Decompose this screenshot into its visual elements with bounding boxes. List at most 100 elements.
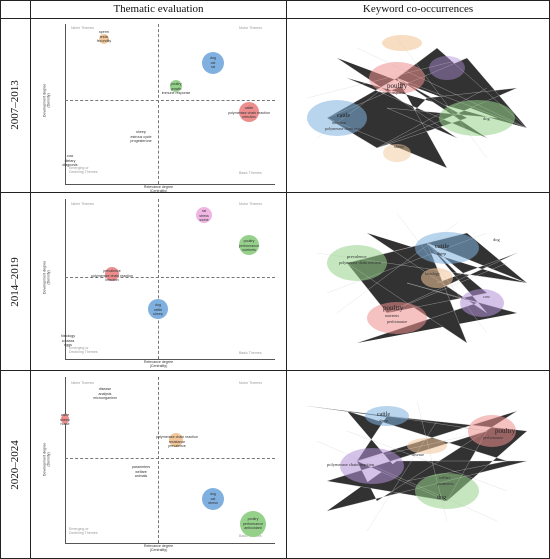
x-axis-line — [65, 359, 275, 360]
cluster-green — [415, 473, 479, 509]
network-node-label: cow — [483, 294, 490, 299]
cluster-purple — [460, 289, 504, 317]
cluster-purple — [340, 448, 404, 484]
cluster-blue — [307, 100, 367, 136]
x-axis-label: Relevance degree (Centrality) — [143, 185, 174, 194]
thematic-map-2020-2024: Niche Themes Motor Themes Basic Themes E… — [31, 371, 286, 558]
period-label: 2007–2013 — [9, 80, 21, 130]
y-axis-line — [65, 377, 66, 543]
theme-label: poultry performance nutrients — [238, 239, 260, 253]
period-label: 2014–2019 — [9, 256, 21, 307]
theme-bubble — [240, 511, 266, 537]
cluster-green — [327, 245, 387, 281]
theme-bubble — [202, 52, 224, 74]
table-col-divider — [286, 0, 287, 559]
cluster-red — [468, 415, 516, 447]
network-node-label: performance — [387, 319, 407, 324]
network-node-label: immune response — [379, 91, 405, 95]
x-axis-line — [65, 543, 275, 544]
thematic-map-2014-2019: Niche Themes Motor Themes Basic Themes E… — [31, 193, 286, 370]
quadrant-motor: Motor Themes — [239, 381, 263, 385]
network-node-label: sheep — [437, 251, 446, 256]
table-border-bottom — [0, 558, 550, 559]
theme-label: prevalence polymerase chain reaction infec… — [91, 269, 133, 283]
quadrant-emerging: Emerging or Declining Themes — [69, 527, 98, 536]
theme-bubble — [239, 102, 259, 122]
theme-bubble — [99, 34, 109, 44]
theme-label: parameters welfare animals — [131, 465, 151, 479]
network-node-label: prevalence — [347, 254, 367, 259]
x-axis-label: Relevance degree (Centrality) — [143, 544, 174, 553]
network-node-label: polymerase chain reaction — [327, 462, 375, 467]
network-node-label: disease — [412, 452, 424, 457]
network-node-label: dog — [483, 116, 491, 121]
network-edges — [306, 400, 528, 532]
table-border-right — [549, 0, 550, 559]
theme-bubble — [202, 488, 224, 510]
network-node-label: performance — [483, 435, 503, 440]
cluster-blue — [415, 232, 479, 264]
quadrant-basic: Basic Themes — [239, 171, 262, 175]
center-horizontal-line — [65, 458, 275, 459]
x-axis-label: Relevance degree (Centrality) — [143, 360, 174, 369]
theme-label: sperm testis fecundity — [96, 30, 112, 44]
network-node-label: poultry — [495, 427, 516, 435]
center-vertical-line — [158, 24, 159, 184]
quadrant-niche: Niche Themes — [71, 381, 95, 385]
cluster-green — [439, 100, 515, 136]
quadrant-basic: Basic Themes — [239, 351, 262, 355]
theme-bubble — [196, 207, 212, 223]
table-row-divider — [0, 370, 550, 371]
table-border-top — [0, 0, 550, 1]
table-row-divider — [0, 192, 550, 193]
table-border-left — [0, 0, 1, 559]
header-thematic-evaluation: Thematic evaluation — [113, 3, 204, 15]
quadrant-emerging: Emerging or Declining Themes — [69, 166, 98, 175]
y-axis-label: Development degree (Density) — [42, 260, 51, 295]
cluster-orange — [382, 35, 422, 51]
y-axis-label: Development degree (Density) — [42, 83, 51, 118]
network-node-label: poultry — [383, 304, 404, 312]
theme-label: poultry growth immune response — [161, 82, 191, 96]
cluster-red — [369, 62, 425, 94]
quadrant-motor: Motor Themes — [239, 26, 263, 30]
quadrant-niche: Niche Themes — [71, 26, 95, 30]
theme-bubble — [148, 299, 168, 319]
thematic-map-2007-2013: Niche Themes Motor Themes Basic Themes E… — [31, 18, 286, 194]
row-label: 2020–2024 — [0, 371, 30, 558]
theme-label: sheep estrous cycle progesterone — [130, 130, 152, 144]
center-vertical-line — [158, 199, 159, 359]
cluster-orange — [383, 144, 411, 162]
network-node-label: cattle — [377, 412, 390, 418]
network-node-label: histology — [425, 271, 440, 276]
theme-bubble — [170, 80, 182, 92]
network-node-label: parameters — [437, 482, 454, 486]
y-axis-line — [65, 24, 66, 184]
theme-label: poultry performance antioxidant — [242, 517, 264, 531]
network-node-label: nutrients — [385, 313, 399, 318]
theme-label: disease analysis microorganism — [93, 387, 117, 401]
network-node-label: cattle — [337, 113, 350, 119]
table-header-divider — [0, 17, 550, 19]
theme-bubble — [169, 433, 183, 447]
cluster-purple — [429, 56, 465, 80]
theme-label: cattle sheep horse — [60, 413, 70, 427]
table-col-divider — [30, 0, 31, 559]
theme-label: cow dietary diagnosis — [62, 154, 78, 168]
network-node-label: infection — [332, 120, 346, 125]
keyword-network-2007-2013: poultry immune response cattle infection… — [306, 35, 528, 169]
row-label: 2007–2013 — [0, 18, 30, 192]
theme-label: cattle polymerase chain reaction infection — [228, 106, 270, 120]
network-node-label: polymerase chain reaction — [339, 260, 381, 265]
cluster-orange — [407, 438, 447, 454]
network-node-label: polymerase chain reaction — [325, 126, 367, 131]
network-node-label: dog — [437, 495, 446, 501]
quadrant-motor: Motor Themes — [239, 202, 263, 206]
network-node-label: poultry — [387, 82, 408, 90]
theme-bubble — [239, 235, 259, 255]
center-vertical-line — [158, 377, 159, 543]
network-node-label: dog — [493, 237, 501, 242]
theme-bubble — [105, 267, 119, 281]
theme-label: dog cattle sheep — [153, 303, 163, 317]
